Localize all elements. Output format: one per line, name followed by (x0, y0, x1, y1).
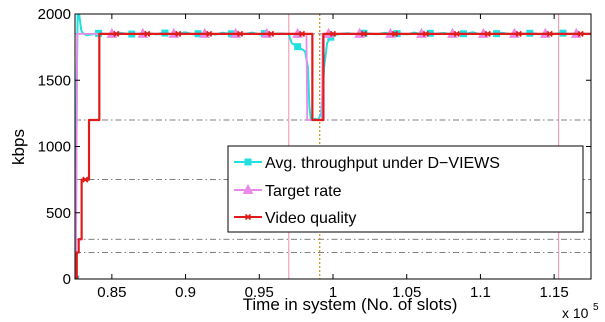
series-marker (75, 275, 79, 279)
series-marker (237, 30, 244, 37)
legend-swatch-marker (244, 213, 252, 221)
series-marker (577, 30, 584, 37)
y-tick-label: 500 (46, 205, 71, 222)
x-tick-label: 1 (329, 284, 337, 301)
x-tick-label: 0.9 (175, 284, 196, 301)
legend-label: Avg. throughput under D−VIEWS (265, 155, 500, 172)
series-marker (391, 30, 398, 37)
series-marker (329, 30, 337, 37)
series-marker (546, 30, 553, 37)
series-marker (484, 30, 491, 37)
legend-entry: Avg. throughput under D−VIEWS (234, 155, 500, 172)
legend-swatch-marker (244, 158, 252, 166)
series-marker (113, 30, 120, 37)
series-marker (515, 30, 522, 37)
series-layer (75, 14, 591, 279)
x-tick-label: 0.85 (97, 284, 126, 301)
x-tick-label: 1.15 (540, 284, 569, 301)
series-marker (294, 43, 302, 51)
y-ticks: 0 500 1000 1500 2000 (38, 6, 591, 288)
legend-label: Video quality (265, 210, 356, 227)
legend: Avg. throughput under D−VIEWS Target rate… (227, 145, 584, 233)
legend-box (227, 145, 584, 233)
series-marker (206, 30, 213, 37)
legend-label: Target rate (265, 183, 342, 200)
legend-entry: Video quality (234, 210, 356, 227)
x-multiplier-exponent: 5 (593, 302, 599, 313)
series-marker (82, 176, 89, 183)
y-tick-label: 0 (63, 271, 71, 288)
x-multiplier-label: x 10 (562, 305, 589, 321)
x-tick-label: 1.05 (392, 284, 421, 301)
y-tick-label: 1500 (38, 72, 71, 89)
x-axis-title: Time in system (No. of slots) (243, 295, 458, 314)
series-marker (298, 30, 306, 37)
x-tick-label: 1.1 (470, 284, 491, 301)
series-marker (175, 30, 182, 37)
y-axis-title: kbps (9, 129, 28, 165)
legend-swatch-marker (242, 183, 254, 194)
x-ticks: 0.85 0.9 0.95 1 1.05 1.1 1.15 (97, 14, 569, 301)
series-marker (268, 30, 275, 37)
x-tick-label: 0.95 (245, 284, 274, 301)
y-tick-label: 2000 (38, 6, 71, 23)
y-tick-label: 1000 (38, 139, 71, 156)
series-marker (453, 30, 460, 37)
series-marker (360, 30, 368, 37)
legend-entry: Target rate (234, 183, 342, 200)
series-line (75, 32, 591, 279)
series-marker (144, 30, 151, 37)
series-3 (75, 30, 591, 279)
series-marker (422, 30, 429, 37)
